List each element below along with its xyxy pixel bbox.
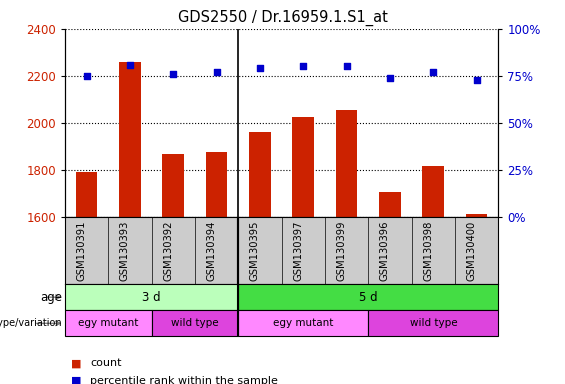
Bar	[336, 110, 358, 217]
Text: 5 d: 5 d	[359, 291, 377, 304]
Text: GSM130395: GSM130395	[250, 220, 260, 281]
Text: GSM130399: GSM130399	[337, 220, 347, 281]
Point	[125, 61, 134, 68]
Bar	[238, 310, 368, 336]
Point	[169, 71, 178, 77]
Text: egy mutant: egy mutant	[273, 318, 333, 328]
Text: GSM130400: GSM130400	[467, 220, 477, 281]
Point	[255, 65, 264, 71]
Text: egy mutant: egy mutant	[78, 318, 138, 328]
Text: GSM130396: GSM130396	[380, 220, 390, 281]
Bar	[76, 172, 98, 217]
Text: count: count	[90, 358, 122, 368]
Bar	[151, 310, 238, 336]
Text: ■: ■	[71, 376, 81, 384]
Point	[342, 63, 351, 70]
Bar	[368, 310, 498, 336]
Text: wild type: wild type	[171, 318, 219, 328]
Bar	[163, 154, 184, 217]
Bar	[65, 284, 238, 310]
Bar	[238, 284, 498, 310]
Bar	[423, 166, 444, 217]
Text: GSM130394: GSM130394	[207, 220, 216, 281]
Text: GSM130392: GSM130392	[163, 220, 173, 281]
Text: GSM130397: GSM130397	[293, 220, 303, 281]
Text: GSM130393: GSM130393	[120, 220, 130, 281]
Point	[299, 63, 308, 70]
Point	[429, 69, 438, 75]
Point	[385, 74, 394, 81]
Bar	[206, 152, 228, 217]
Bar	[293, 118, 314, 217]
Text: GSM130398: GSM130398	[423, 220, 433, 281]
Point	[472, 76, 481, 83]
Text: percentile rank within the sample: percentile rank within the sample	[90, 376, 279, 384]
Point	[212, 69, 221, 75]
Text: ■: ■	[71, 358, 81, 368]
Bar	[65, 310, 151, 336]
Bar	[119, 62, 141, 217]
Text: GDS2550 / Dr.16959.1.S1_at: GDS2550 / Dr.16959.1.S1_at	[177, 10, 388, 26]
Bar	[379, 192, 401, 217]
Bar	[249, 132, 271, 217]
Text: wild type: wild type	[410, 318, 457, 328]
Point	[82, 73, 91, 79]
Bar	[466, 214, 488, 217]
Text: genotype/variation: genotype/variation	[0, 318, 62, 328]
Text: age: age	[40, 291, 62, 304]
Text: GSM130391: GSM130391	[77, 220, 86, 281]
Text: 3 d: 3 d	[142, 291, 161, 304]
